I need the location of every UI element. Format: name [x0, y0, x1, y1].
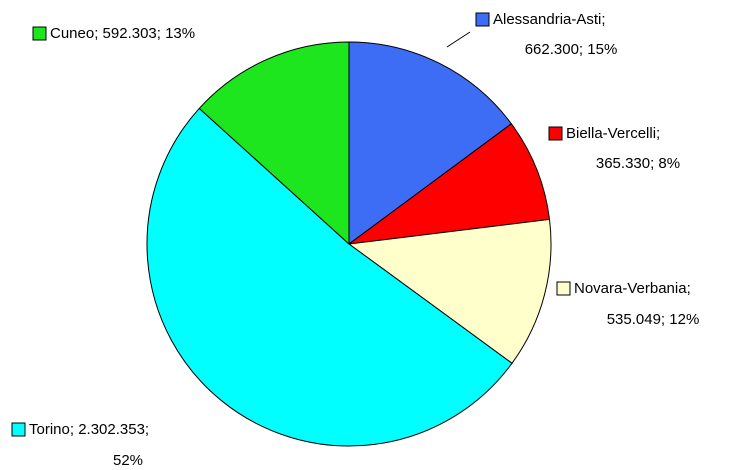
pie-slice: [347, 123, 551, 245]
label-swatch: [32, 26, 47, 41]
data-label: Novara-Verbania;: [574, 280, 691, 297]
data-label: Torino; 2.302.353;: [29, 421, 149, 438]
data-label: Biella-Vercelli;: [566, 125, 660, 142]
data-label: 365.330; 8%: [596, 155, 680, 172]
pie-slice: [146, 107, 513, 447]
label-swatch: [475, 12, 490, 27]
label-swatch: [11, 422, 26, 437]
data-label: Cuneo; 592.303; 13%: [50, 25, 195, 42]
pie-slice: [348, 41, 513, 245]
leader-line: [446, 31, 471, 48]
pie-slice: [347, 218, 552, 365]
label-swatch: [548, 126, 563, 141]
data-label: 52%: [113, 452, 143, 469]
data-label: Alessandria-Asti;: [493, 11, 606, 28]
pie-slice: [198, 41, 350, 246]
label-swatch: [556, 281, 571, 296]
data-label: 662.300; 15%: [525, 41, 618, 58]
data-label: 535.049; 12%: [607, 311, 700, 328]
